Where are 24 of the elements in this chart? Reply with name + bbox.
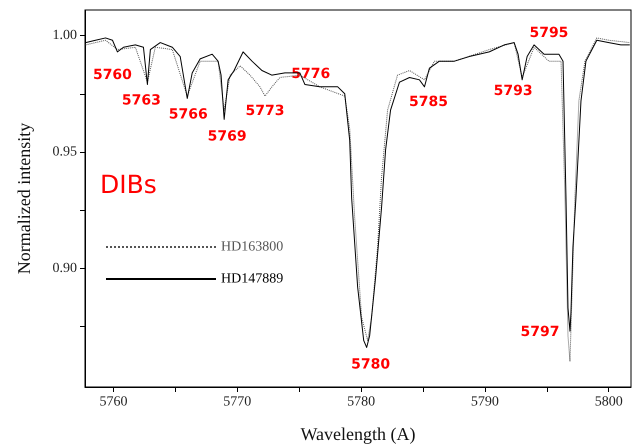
annotation: 5776 — [291, 66, 330, 82]
x-axis-title: Wavelength (A) — [300, 424, 416, 444]
annotation: 5797 — [520, 324, 560, 340]
annotation: 5760 — [92, 66, 132, 83]
x-tick-label: 5780 — [347, 394, 376, 410]
annotation: 5763 — [122, 92, 161, 108]
annotation: DIBs — [100, 170, 157, 199]
y-axis-title: Normalized intensity — [14, 122, 34, 274]
annotation: 5793 — [494, 82, 533, 99]
annotation: 5769 — [208, 128, 247, 144]
x-tick-label: 5770 — [223, 394, 252, 410]
text: HD147889 — [221, 272, 284, 286]
y-tick-label: 0.95 — [52, 144, 77, 160]
annotation: 5780 — [351, 356, 390, 372]
y-tick-label: 1.00 — [52, 28, 77, 44]
y-tick-label: 0.90 — [52, 260, 77, 276]
annotation: 5766 — [168, 106, 208, 122]
annotation: 5773 — [246, 103, 285, 120]
annotation: 5795 — [529, 25, 568, 42]
x-tick-label: 5760 — [99, 394, 128, 410]
text: HD163800 — [221, 240, 284, 254]
x-tick-label: 5790 — [470, 394, 499, 410]
x-tick-label: 5800 — [594, 394, 623, 410]
annotation: 5785 — [409, 94, 448, 110]
